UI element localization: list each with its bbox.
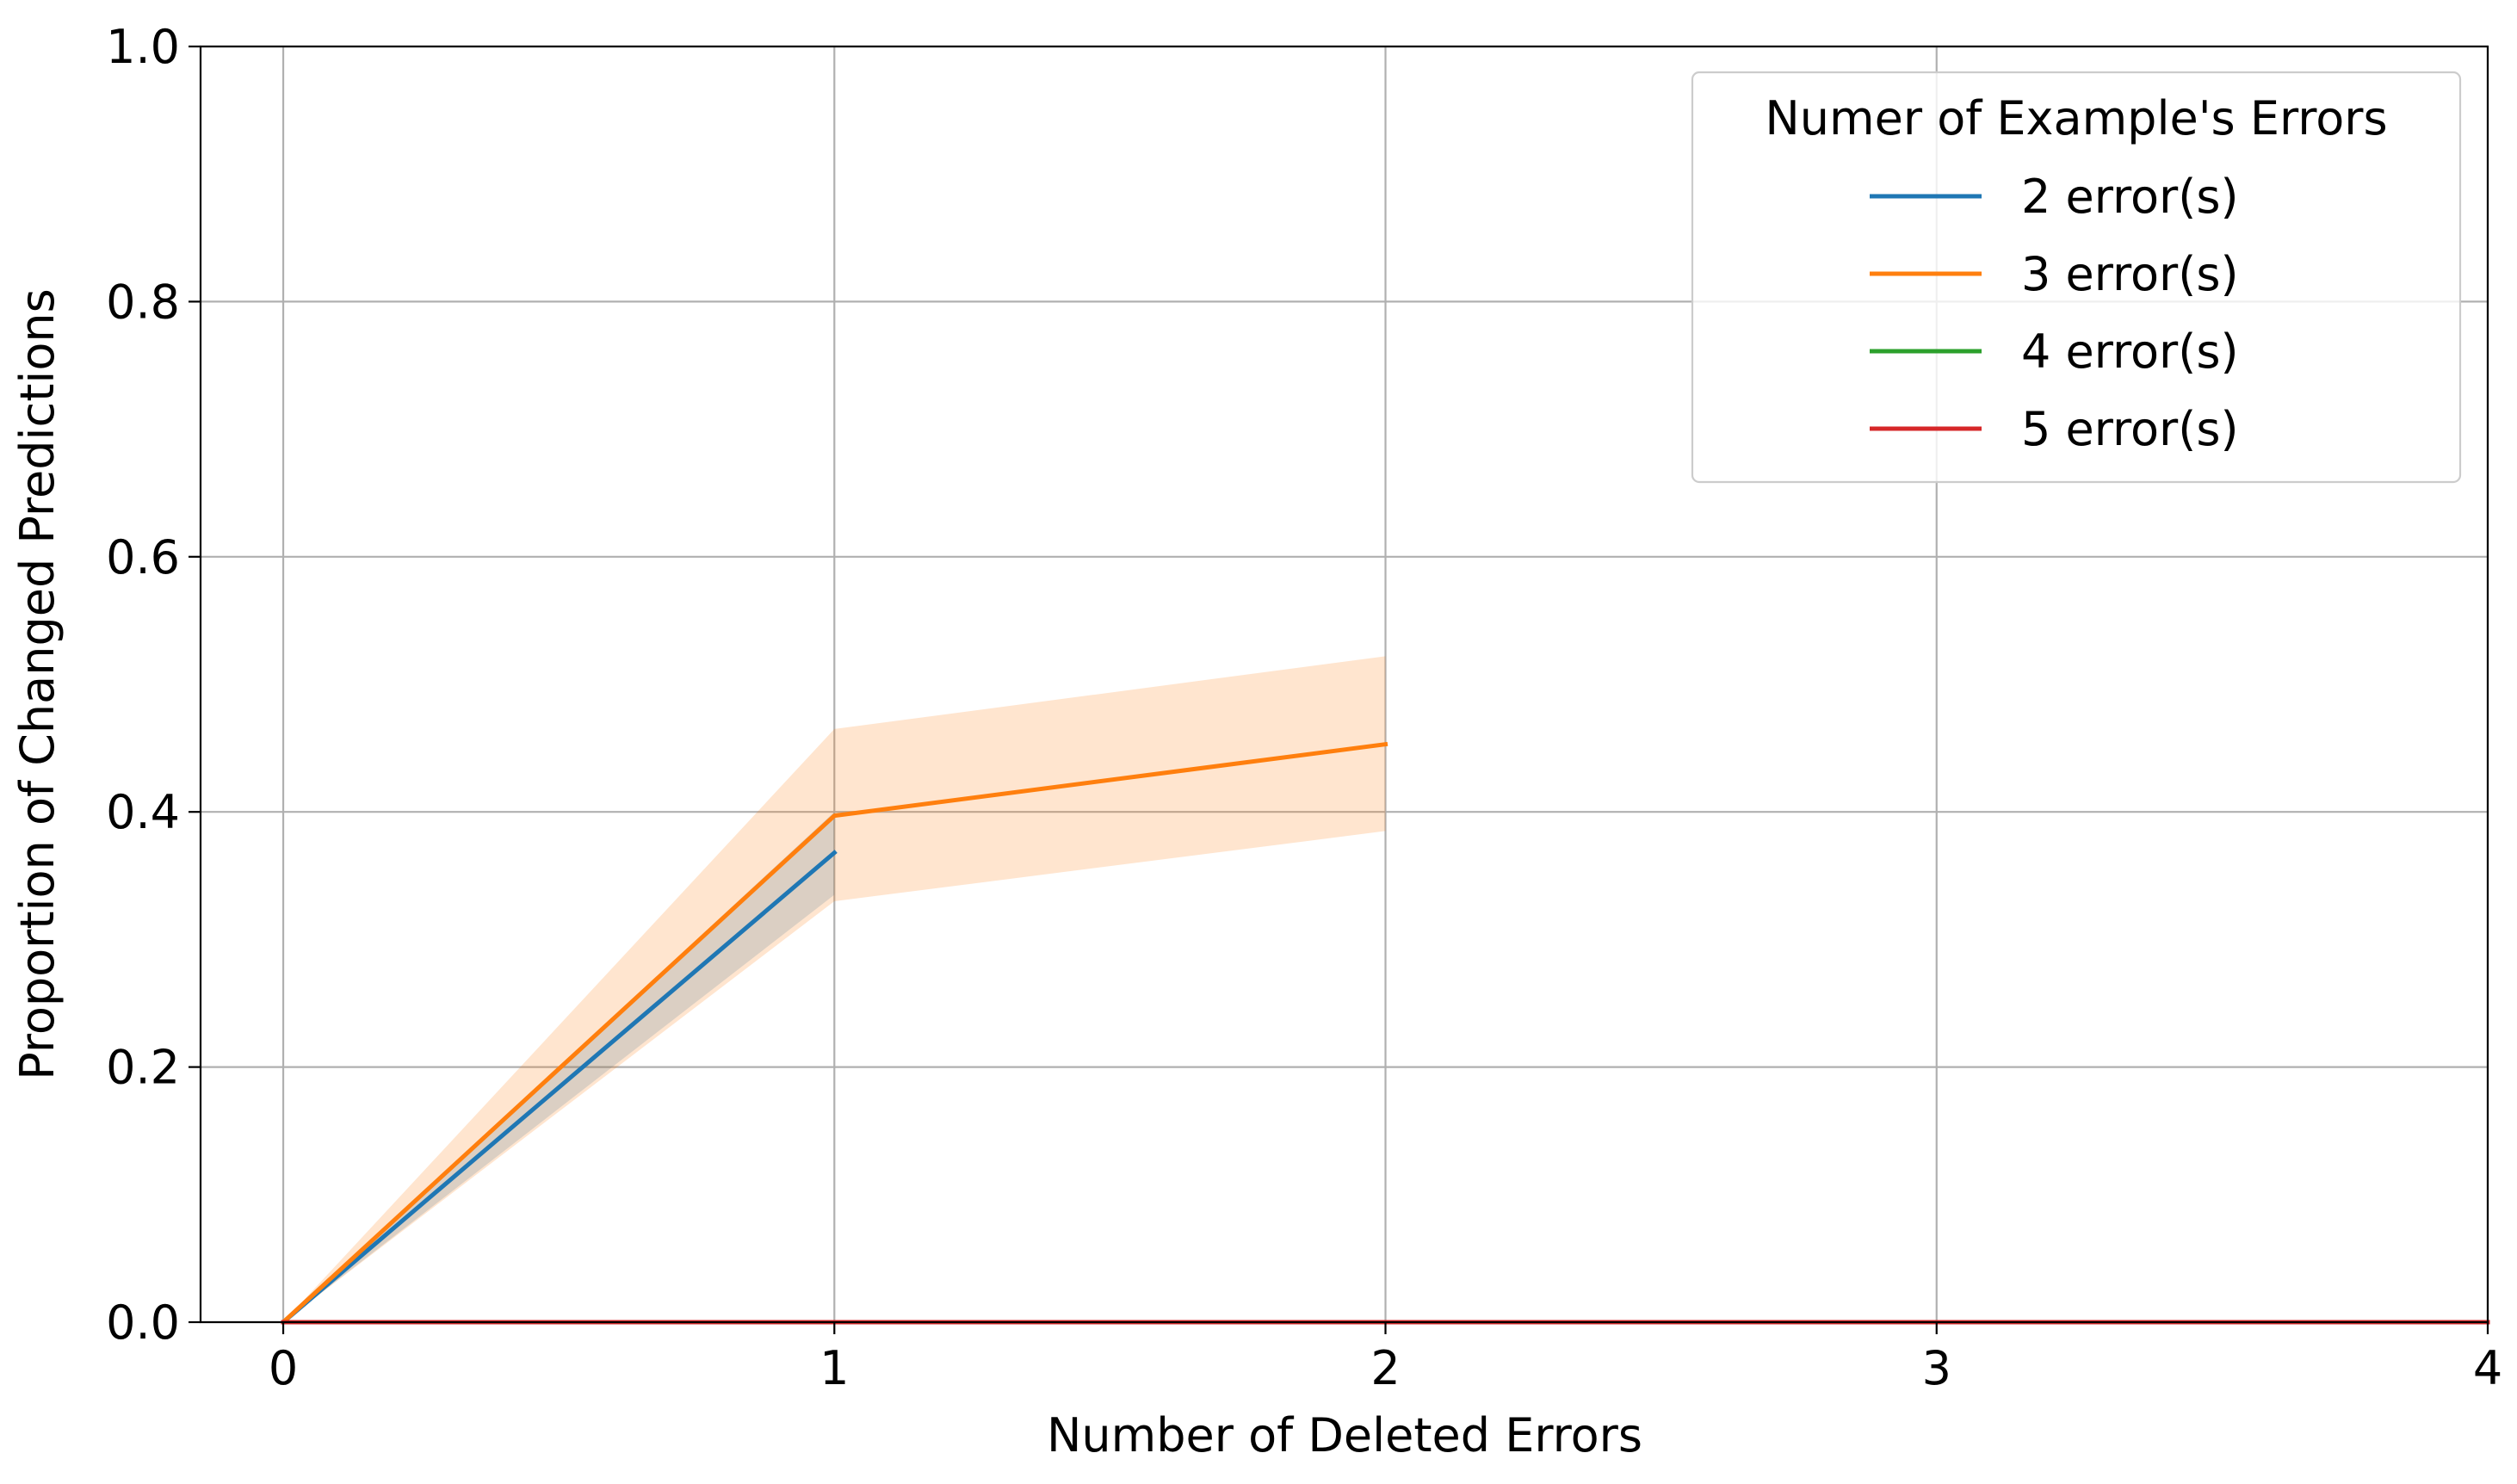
series-2-error-s-line — [280, 850, 838, 1326]
x-axis-label: Number of Deleted Errors — [1047, 1408, 1642, 1462]
x-tick-label: 3 — [1922, 1341, 1951, 1395]
x-tick-label: 2 — [1370, 1341, 1400, 1395]
y-tick-label: 0.8 — [106, 275, 180, 329]
y-tick-label: 0.4 — [106, 785, 180, 839]
legend-label: 4 error(s) — [2021, 325, 2239, 379]
axis-ticks: 0 1 2 3 4 0.0 0.2 0.4 0.6 0.8 1.0 — [106, 20, 2502, 1395]
y-tick-label: 0.2 — [106, 1041, 180, 1095]
x-tick-label: 4 — [2473, 1341, 2502, 1395]
legend-title: Numer of Example's Errors — [1765, 91, 2387, 145]
y-tick-label: 0.6 — [106, 530, 180, 584]
legend-entries: 2 error(s) 3 error(s) 4 error(s) 5 error(s) — [1870, 170, 2239, 456]
legend-box — [1691, 71, 2462, 484]
legend: Numer of Example's Errors 2 error(s) 3 er… — [1691, 71, 2462, 484]
plot-frame — [199, 45, 2489, 1324]
legend-label: 5 error(s) — [2021, 402, 2239, 456]
series-3-error-s-line — [280, 741, 1388, 1326]
x-tick-label: 1 — [819, 1341, 849, 1395]
y-tick-label: 1.0 — [106, 20, 180, 74]
y-tick-label: 0.0 — [106, 1295, 180, 1350]
series-3-error-s-band — [283, 656, 1386, 1322]
legend-label: 2 error(s) — [2021, 170, 2239, 224]
y-axis-label: Proportion of Changed Predictions — [10, 288, 65, 1080]
legend-label: 3 error(s) — [2021, 247, 2239, 301]
x-tick-label: 0 — [269, 1341, 298, 1395]
